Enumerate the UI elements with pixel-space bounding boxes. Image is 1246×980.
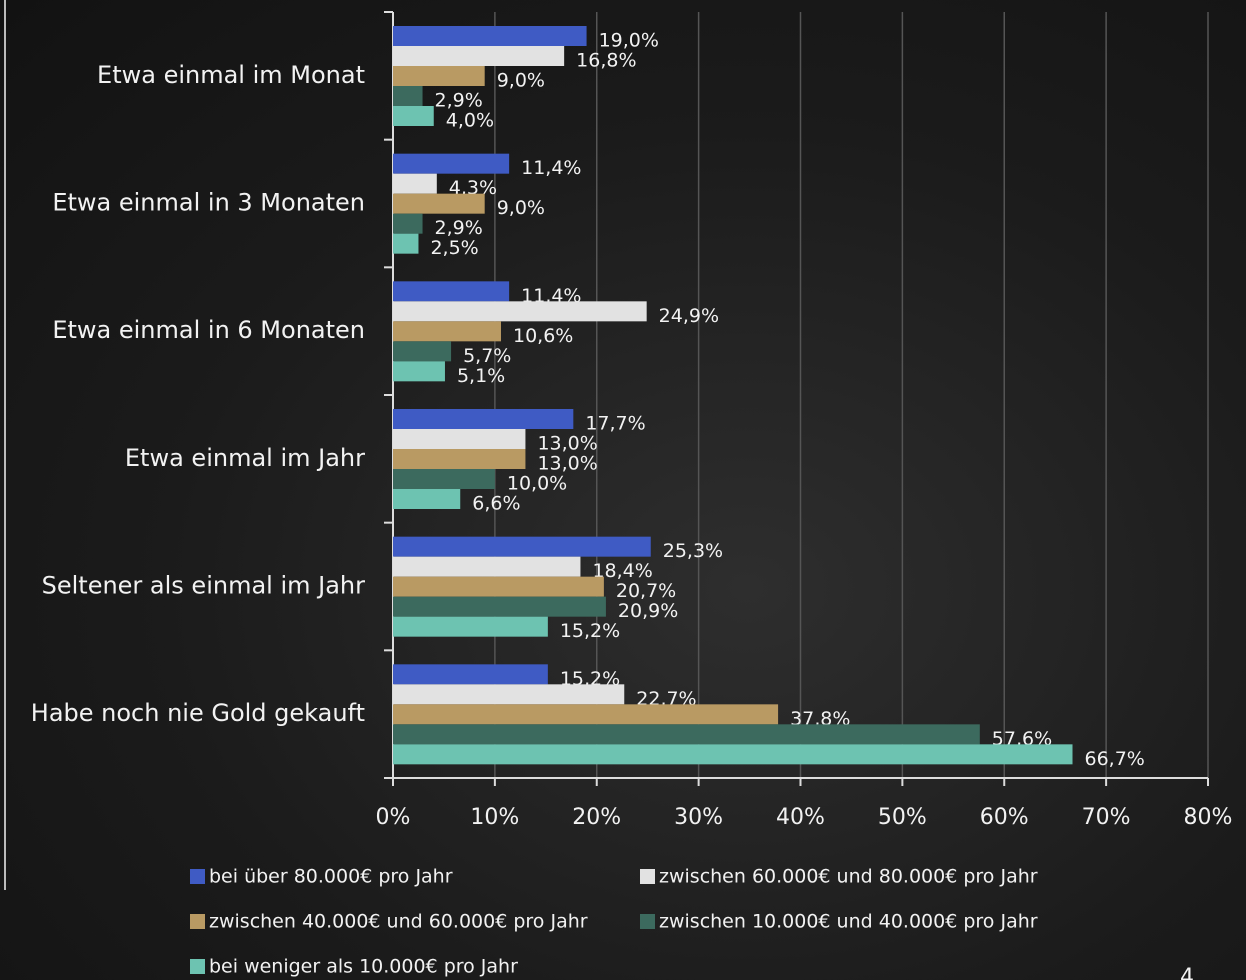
bar (393, 489, 460, 509)
value-label: 66,7% (1085, 748, 1145, 770)
bar (393, 66, 485, 86)
category-label: Etwa einmal in 3 Monaten (52, 189, 365, 217)
page: {"chart_data": {"type": "hbar", "categor… (0, 0, 1246, 980)
value-label: 10,6% (513, 325, 573, 347)
bar (393, 449, 525, 469)
value-label: 4,0% (446, 110, 494, 132)
bar (393, 577, 604, 597)
x-tick-label: 10% (470, 805, 519, 830)
value-label: 2,9% (435, 217, 483, 239)
bar (393, 281, 509, 301)
value-label: 24,9% (659, 305, 719, 327)
value-label: 5,1% (457, 365, 505, 387)
page-number: 4 (1180, 965, 1194, 980)
value-label: 13,0% (537, 433, 597, 455)
legend-label: zwischen 10.000€ und 40.000€ pro Jahr (659, 911, 1038, 933)
value-label: 2,5% (430, 237, 478, 259)
value-label: 15,2% (560, 620, 620, 642)
bar (393, 409, 573, 429)
x-tick-label: 70% (1082, 805, 1131, 830)
value-label: 2,9% (435, 90, 483, 112)
x-tick-label: 40% (776, 805, 825, 830)
value-label: 25,3% (663, 540, 723, 562)
chart: 4 0% 10% 20% 30% 40% 50% 60% 70% 80% Etwa einmal … (0, 0, 1246, 980)
value-label: 11,4% (521, 157, 581, 179)
bar (393, 106, 434, 126)
value-label: 16,8% (576, 50, 636, 72)
x-tick-label: 0% (376, 805, 411, 830)
bar (393, 537, 651, 557)
legend-label: zwischen 60.000€ und 80.000€ pro Jahr (659, 866, 1038, 888)
bar (393, 321, 501, 341)
bar (393, 664, 548, 684)
value-label: 6,6% (472, 493, 520, 515)
legend-label: bei über 80.000€ pro Jahr (209, 866, 453, 888)
legend-swatch (190, 959, 205, 974)
bar (393, 46, 564, 66)
category-label: Etwa einmal im Monat (97, 61, 365, 89)
legend-swatch (640, 914, 655, 929)
bar (393, 617, 548, 637)
bar (393, 469, 495, 489)
value-label: 13,0% (537, 453, 597, 475)
value-label: 17,7% (585, 413, 645, 435)
bar (393, 154, 509, 174)
legend-label: zwischen 40.000€ und 60.000€ pro Jahr (209, 911, 588, 933)
x-tick-label: 30% (674, 805, 723, 830)
legend-swatch (190, 869, 205, 884)
category-label: Etwa einmal im Jahr (125, 444, 365, 472)
bar (393, 557, 580, 577)
category-label: Etwa einmal in 6 Monaten (52, 316, 365, 344)
bar (393, 704, 778, 724)
value-label: 9,0% (497, 70, 545, 92)
value-label: 20,7% (616, 580, 676, 602)
bar (393, 684, 624, 704)
bar (393, 26, 587, 46)
value-label: 19,0% (599, 30, 659, 52)
category-label: Seltener als einmal im Jahr (42, 572, 366, 600)
bar (393, 194, 485, 214)
bar (393, 214, 423, 234)
bar (393, 234, 418, 254)
x-tick-label: 80% (1184, 805, 1233, 830)
value-label: 20,9% (618, 600, 678, 622)
bar (393, 597, 606, 617)
bar (393, 744, 1073, 764)
bar (393, 301, 647, 321)
category-label: Habe noch nie Gold gekauft (31, 699, 365, 727)
legend-label: bei weniger als 10.000€ pro Jahr (209, 956, 518, 978)
value-label: 10,0% (507, 473, 567, 495)
legend-swatch (190, 914, 205, 929)
legend-swatch (640, 869, 655, 884)
x-tick-label: 50% (878, 805, 927, 830)
bar (393, 724, 980, 744)
bar (393, 361, 445, 381)
bar (393, 429, 525, 449)
x-tick-label: 20% (572, 805, 621, 830)
value-label: 9,0% (497, 197, 545, 219)
bar (393, 174, 437, 194)
bar (393, 341, 451, 361)
x-tick-label: 60% (980, 805, 1029, 830)
bar (393, 86, 423, 106)
value-label: 5,7% (463, 345, 511, 367)
